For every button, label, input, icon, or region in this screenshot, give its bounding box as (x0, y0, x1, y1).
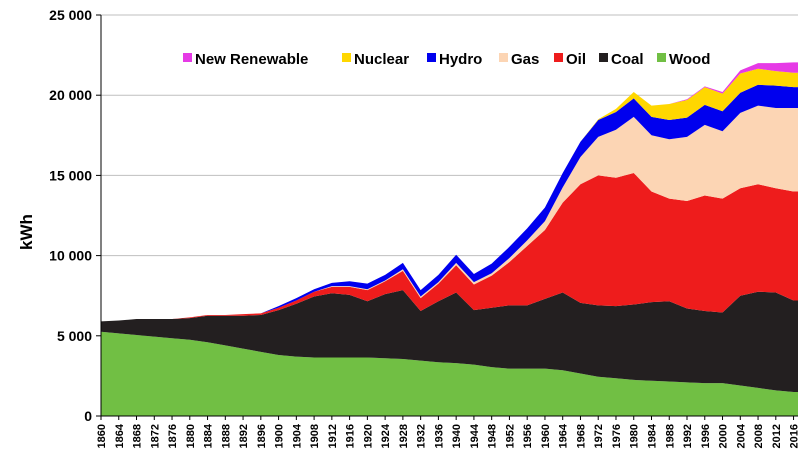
x-tick-label: 1928 (398, 424, 410, 448)
x-tick-label: 1964 (558, 423, 570, 448)
x-tick-label: 1948 (487, 424, 499, 448)
legend-swatch-oil (554, 53, 563, 62)
x-tick-label: 1900 (274, 424, 286, 448)
y-tick-label: 20 000 (49, 87, 92, 103)
legend-swatch-coal (599, 53, 608, 62)
x-tick-label: 2008 (753, 424, 765, 448)
x-tick-label: 1920 (362, 424, 374, 448)
legend-swatch-gas (499, 53, 508, 62)
legend-item-hydro: Hydro (427, 51, 482, 68)
x-tick-label: 1888 (220, 424, 232, 448)
legend-item-oil: Oil (554, 51, 586, 68)
x-tick-label: 1884 (203, 423, 215, 448)
legend-label-hydro: Hydro (439, 51, 482, 68)
x-tick-labels: 1860 1864 1868 1872 1876 1880 1884 1888 1892 1896… (96, 423, 801, 448)
y-tick-label: 5 000 (57, 328, 92, 344)
x-tick-label: 1984 (646, 423, 658, 448)
x-tick-label: 1972 (593, 424, 605, 448)
x-tick-label: 1916 (345, 424, 357, 448)
x-tick-label: 2012 (771, 424, 783, 448)
x-tick-label: 1908 (309, 424, 321, 448)
legend-swatch-hydro (427, 53, 436, 62)
y-tick-label: 10 000 (49, 248, 92, 264)
x-tick-label: 2000 (718, 424, 730, 448)
x-tick-label: 1940 (451, 424, 463, 448)
x-tick-label: 1996 (700, 424, 712, 448)
y-tick-label: 0 (84, 408, 92, 424)
legend-swatch-new-renewable (183, 53, 192, 62)
legend-label-wood: Wood (669, 51, 710, 68)
legend-item-new-renewable: New Renewable (183, 51, 308, 68)
legend-label-oil: Oil (566, 51, 586, 68)
x-tick-label: 1944 (469, 423, 481, 448)
x-tick-label: 1976 (611, 424, 623, 448)
x-tick-label: 1896 (256, 424, 268, 448)
area-nuclear (101, 68, 798, 322)
x-tick-label: 1880 (185, 424, 197, 448)
area-gas (101, 105, 798, 322)
y-axis-label: kWh (17, 214, 36, 250)
x-tick-label: 1936 (433, 424, 445, 448)
axes (96, 14, 798, 420)
legend-swatch-wood (657, 53, 666, 62)
legend-label-gas: Gas (511, 51, 539, 68)
area-hydro (101, 84, 798, 322)
legend-item-coal: Coal (599, 51, 644, 68)
x-tick-label: 1876 (167, 424, 179, 448)
legend: New Renewable Nuclear Hydro Gas Oil Coal Wood (183, 51, 710, 68)
legend-label-new-renewable: New Renewable (195, 51, 308, 68)
x-tick-label: 1952 (504, 424, 516, 448)
x-tick-label: 1980 (629, 424, 641, 448)
legend-label-nuclear: Nuclear (354, 51, 409, 68)
x-tick-label: 1892 (238, 424, 250, 448)
stacked-areas (101, 62, 798, 416)
x-tick-label: 1904 (291, 423, 303, 448)
x-tick-label: 1956 (522, 424, 534, 448)
x-tick-label: 2004 (735, 423, 747, 448)
legend-item-nuclear: Nuclear (342, 51, 409, 68)
x-tick-label: 1968 (575, 424, 587, 448)
y-tick-label: 15 000 (49, 167, 92, 183)
x-tick-label: 2016 (789, 424, 801, 448)
legend-swatch-nuclear (342, 53, 351, 62)
x-tick-label: 1960 (540, 424, 552, 448)
x-tick-label: 1924 (380, 423, 392, 448)
area-coal (101, 290, 798, 392)
legend-item-gas: Gas (499, 51, 539, 68)
x-tick-label: 1872 (149, 424, 161, 448)
x-tick-label: 1864 (114, 423, 126, 448)
area-wood (101, 331, 798, 416)
x-tick-label: 1992 (682, 424, 694, 448)
x-tick-label: 1988 (664, 424, 676, 448)
legend-item-wood: Wood (657, 51, 710, 68)
x-tick-label: 1932 (416, 424, 428, 448)
y-tick-labels: 0 5 000 10 000 15 000 20 000 25 000 (49, 7, 92, 424)
x-tick-label: 1860 (96, 424, 108, 448)
area-oil (101, 172, 798, 322)
legend-label-coal: Coal (611, 51, 644, 68)
y-tick-label: 25 000 (49, 7, 92, 23)
x-tick-label: 1868 (132, 424, 144, 448)
x-tick-label: 1912 (327, 424, 339, 448)
